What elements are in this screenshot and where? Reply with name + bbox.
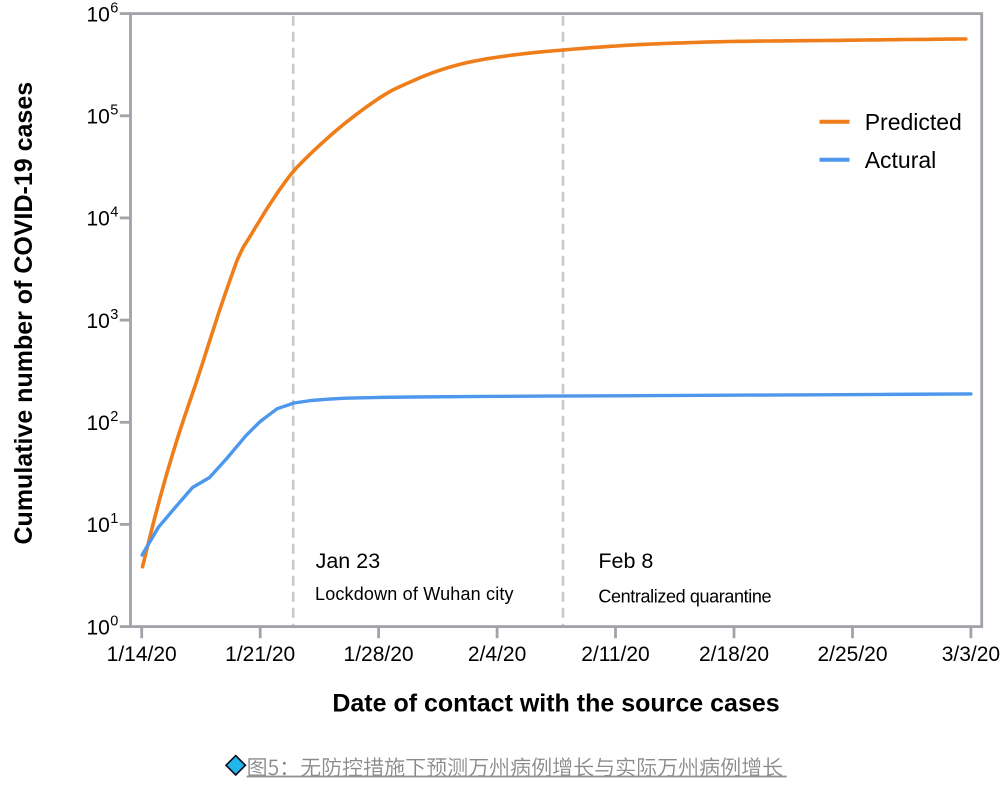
svg-text:3/3/20: 3/3/20: [942, 643, 1000, 666]
svg-text:1/14/20: 1/14/20: [107, 643, 177, 666]
svg-text:Jan 23: Jan 23: [316, 549, 381, 573]
svg-text:10: 10: [86, 616, 109, 639]
svg-text:Actural: Actural: [865, 147, 937, 173]
svg-text:10: 10: [86, 208, 109, 231]
svg-text:10: 10: [86, 106, 109, 129]
svg-text:10: 10: [86, 310, 109, 333]
svg-text:6: 6: [110, 0, 118, 16]
svg-text:1/28/20: 1/28/20: [344, 643, 414, 666]
svg-text:1/21/20: 1/21/20: [225, 643, 295, 666]
svg-text:2: 2: [110, 409, 118, 425]
svg-text:5: 5: [110, 103, 118, 119]
svg-text:2/25/20: 2/25/20: [817, 643, 887, 666]
svg-text:3: 3: [110, 307, 118, 323]
svg-text:0: 0: [110, 613, 118, 629]
svg-text:2/4/20: 2/4/20: [468, 643, 526, 666]
svg-text:Date of contact with the sourc: Date of contact with the source cases: [332, 689, 779, 717]
svg-text:Centralized quarantine: Centralized quarantine: [598, 587, 771, 607]
svg-text:Cumulative number of COVID-19: Cumulative number of COVID-19 cases: [10, 82, 38, 545]
svg-text:2/11/20: 2/11/20: [581, 643, 650, 666]
svg-text:Predicted: Predicted: [865, 109, 962, 135]
svg-text:Feb 8: Feb 8: [598, 549, 653, 573]
svg-text:2/18/20: 2/18/20: [699, 643, 769, 666]
svg-text:1: 1: [110, 511, 118, 527]
svg-text:10: 10: [86, 3, 109, 26]
svg-text:10: 10: [86, 514, 109, 537]
svg-text:4: 4: [110, 205, 118, 221]
svg-text:10: 10: [86, 412, 109, 435]
svg-text:Lockdown of Wuhan city: Lockdown of Wuhan city: [315, 584, 514, 604]
